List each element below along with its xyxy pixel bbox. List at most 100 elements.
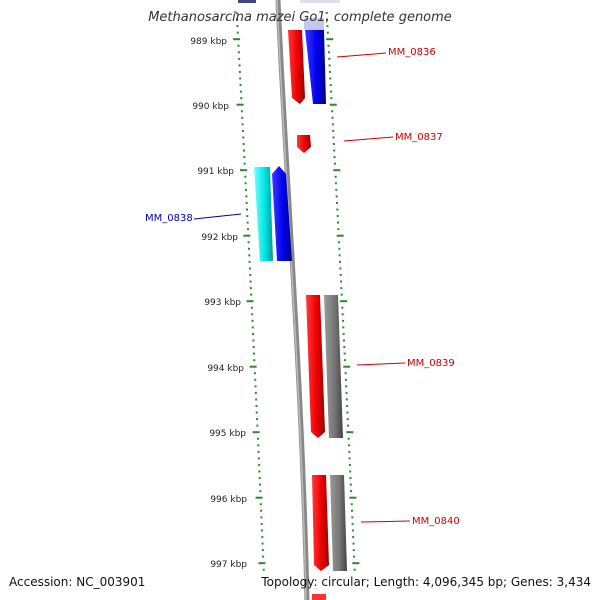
- scale-minor-tick: [327, 44, 330, 47]
- scale-minor-tick: [239, 90, 242, 93]
- scale-minor-tick: [351, 509, 354, 512]
- gene-label-mm-0840[interactable]: MM_0840: [412, 516, 460, 527]
- gene-partial-bottom: [312, 594, 326, 600]
- callout-line-mm-0837: [343, 136, 394, 142]
- scale-minor-tick: [342, 326, 345, 329]
- scale-minor-tick: [258, 483, 261, 486]
- scale-minor-tick: [252, 339, 255, 342]
- scale-minor-tick: [262, 555, 265, 558]
- scale-minor-tick: [349, 470, 352, 473]
- scale-minor-tick: [241, 123, 244, 126]
- scale-minor-tick: [326, 25, 329, 28]
- scale-major-tick: [246, 300, 254, 303]
- scale-minor-tick: [337, 228, 340, 231]
- scale-major-tick: [236, 103, 244, 106]
- scale-minor-tick: [261, 542, 264, 545]
- scale-minor-tick: [334, 182, 337, 185]
- scale-label: 994 kbp: [207, 364, 244, 374]
- scale-minor-tick: [335, 188, 338, 191]
- scale-minor-tick: [330, 90, 333, 93]
- scale-major-tick: [255, 496, 263, 499]
- scale-minor-tick: [329, 84, 332, 87]
- gene-arrow-mm-0836: [288, 30, 305, 104]
- scale-minor-tick: [239, 84, 242, 87]
- scale-minor-tick: [254, 378, 257, 381]
- scale-minor-tick: [249, 280, 252, 283]
- scale-minor-tick: [254, 391, 257, 394]
- genome-backbone: [275, 0, 310, 600]
- scale-minor-tick: [256, 424, 259, 427]
- scale-minor-tick: [331, 123, 334, 126]
- scale-minor-tick: [259, 490, 262, 493]
- scale-minor-tick: [334, 175, 337, 178]
- scale-minor-tick: [248, 267, 251, 270]
- scale-minor-tick: [326, 18, 329, 21]
- scale-minor-tick: [235, 12, 238, 14]
- scale-tick-track-right: [325, 12, 360, 571]
- gene-label-mm-0837[interactable]: MM_0837: [395, 132, 443, 143]
- scale-minor-tick: [255, 398, 258, 401]
- scale-minor-tick: [328, 70, 331, 73]
- scale-minor-tick: [261, 549, 264, 552]
- scale-label: 995 kbp: [209, 429, 246, 439]
- gene-label-mm-0836[interactable]: MM_0836: [388, 47, 436, 58]
- scale-minor-tick: [341, 306, 344, 309]
- scale-minor-tick: [332, 129, 335, 132]
- scale-minor-tick: [260, 509, 263, 512]
- scale-minor-tick: [342, 332, 345, 335]
- scale-minor-tick: [242, 149, 245, 152]
- scale-minor-tick: [332, 136, 335, 139]
- scale-minor-tick: [236, 25, 239, 28]
- scale-minor-tick: [237, 51, 240, 54]
- scale-label: 991 kbp: [197, 167, 234, 177]
- scale-minor-tick: [325, 12, 328, 14]
- scale-minor-tick: [236, 18, 239, 21]
- scale-minor-tick: [348, 463, 351, 466]
- scale-minor-tick: [343, 352, 346, 355]
- scale-minor-tick: [346, 418, 349, 421]
- scale-minor-tick: [351, 522, 354, 525]
- scale-minor-tick: [243, 162, 246, 165]
- scale-minor-tick: [251, 319, 254, 322]
- scale-minor-tick: [260, 522, 263, 525]
- genome-title: Methanosarcina mazei Go1, complete genom…: [148, 10, 452, 25]
- callout-line-mm-0840: [360, 520, 411, 523]
- scale-major-tick: [239, 169, 247, 172]
- scale-minor-tick: [236, 31, 239, 34]
- scale-minor-tick: [261, 536, 264, 538]
- scale-minor-tick: [337, 221, 340, 224]
- gene-arrow-mm-0838: [272, 166, 292, 261]
- scale-minor-tick: [339, 267, 342, 270]
- gene-feature-mm-0840-gray: [330, 475, 347, 571]
- gene-label-mm-0839[interactable]: MM_0839: [407, 358, 455, 369]
- scale-minor-tick: [244, 175, 247, 178]
- scale-minor-tick: [332, 143, 335, 145]
- scale-minor-tick: [248, 260, 251, 263]
- scale-minor-tick: [246, 221, 249, 224]
- scale-minor-tick: [257, 450, 260, 453]
- scale-minor-tick: [329, 77, 332, 80]
- scale-major-tick: [352, 562, 360, 565]
- scale-minor-tick: [245, 208, 248, 211]
- scale-minor-tick: [344, 378, 347, 381]
- scale-minor-tick: [242, 143, 245, 145]
- gene-arrow-mm-0839: [306, 295, 325, 438]
- scale-minor-tick: [336, 208, 339, 211]
- scale-minor-tick: [246, 215, 249, 218]
- scale-major-tick: [349, 496, 357, 499]
- scale-minor-tick: [258, 470, 261, 473]
- gene-partial-top-left: [238, 0, 256, 3]
- scale-minor-tick: [345, 398, 348, 401]
- scale-minor-tick: [237, 44, 240, 47]
- callout-line-mm-0839: [356, 362, 406, 366]
- gene-label-mm-0838[interactable]: MM_0838: [145, 213, 193, 224]
- scale-minor-tick: [351, 529, 354, 532]
- scale-minor-tick: [257, 444, 260, 447]
- scale-minor-tick: [250, 306, 253, 309]
- scale-minor-tick: [245, 201, 248, 204]
- scale-minor-tick: [253, 372, 256, 375]
- scale-minor-tick: [255, 405, 258, 407]
- scale-minor-tick: [250, 293, 253, 296]
- scale-major-tick: [336, 234, 344, 237]
- scale-minor-tick: [351, 516, 354, 519]
